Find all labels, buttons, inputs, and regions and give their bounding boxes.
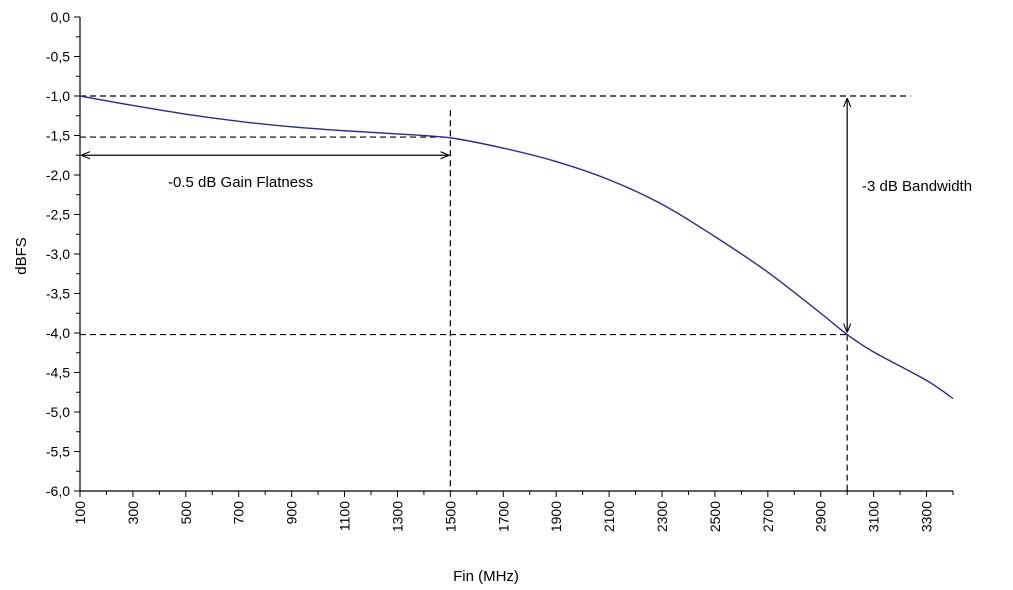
y-tick-label: -4,5 [46,365,70,381]
x-tick-label: 2700 [760,501,776,532]
y-tick-label: -2,5 [46,207,70,223]
y-tick-label: -2,0 [46,167,70,183]
x-axis-title: Fin (MHz) [453,568,519,585]
gain-flatness-label: -0.5 dB Gain Flatness [168,174,313,191]
x-tick-label: 700 [231,501,247,525]
x-tick-label: 1500 [442,501,458,532]
x-tick-label: 500 [178,501,194,525]
y-tick-label: 0,0 [51,9,71,25]
series [79,95,954,400]
y-tick-label: -5,5 [46,444,70,460]
y-tick-label: -3,0 [46,246,70,262]
annotations: -0.5 dB Gain Flatness -3 dB Bandwidth [82,99,972,332]
x-tick-label: 2500 [707,501,723,532]
y-tick-label: -4,0 [46,325,70,341]
y-axis-title: dBFS [13,237,30,275]
x-tick-label: 1100 [337,501,353,531]
x-tick-label: 2300 [654,501,670,532]
bandwidth-label: -3 dB Bandwidth [862,178,972,195]
x-tick-label: 3100 [866,501,882,532]
axes: 0,0 -0,5 -1,0 -1,5 -2,0 -2,5 -3,0 -3,5 -4,0 -4,5 -… [46,9,954,532]
x-tick-label: 300 [125,501,141,525]
series-line [79,95,954,400]
x-tick-label: 1700 [495,501,511,532]
y-tick-label: -3,5 [46,286,70,302]
y-tick-label: -1,0 [46,88,70,104]
x-tick-label: 900 [284,501,300,525]
y-tick-label: -5,0 [46,404,70,420]
y-tick-label: -6,0 [46,483,70,499]
y-tick-label: -0,5 [46,49,70,65]
x-tick-label: 2900 [813,501,829,532]
x-tick-label: 3300 [919,501,935,532]
reference-lines [80,95,911,491]
x-tick-label: 1900 [548,501,564,532]
x-tick-label: 1300 [389,501,405,532]
y-tick-label: -1,5 [46,128,70,144]
x-tick-label: 2100 [601,501,617,532]
x-tick-label: 100 [72,501,88,525]
